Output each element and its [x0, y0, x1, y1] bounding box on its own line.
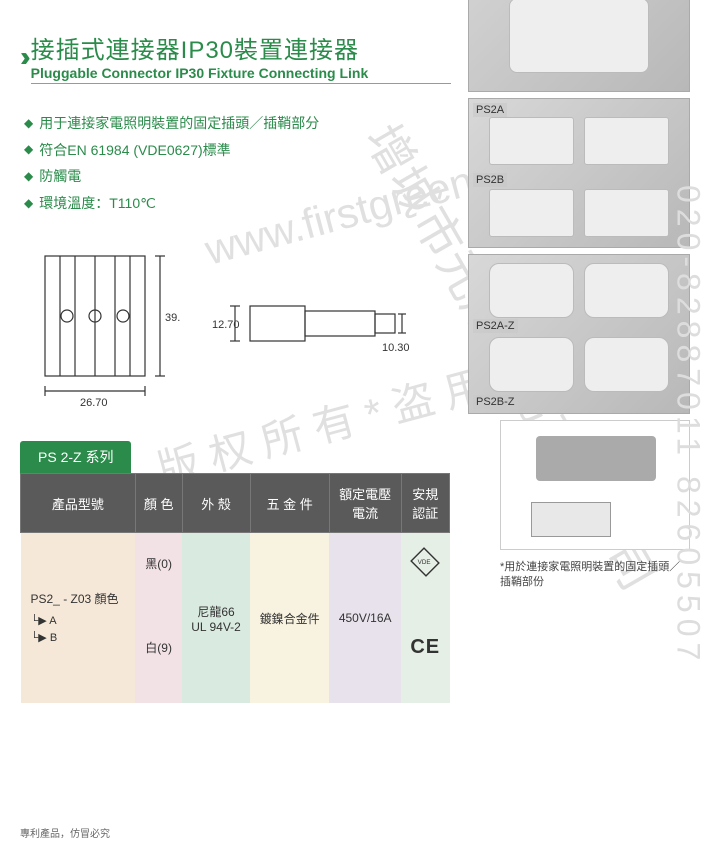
bullet-text: 符合EN 61984 (VDE0627)標準 — [39, 137, 230, 164]
th-housing: 外 殼 — [182, 474, 250, 533]
title-en: Pluggable Connector IP30 Fixture Connect… — [31, 65, 451, 81]
diagram-side: 12.70 10.30 — [210, 281, 410, 371]
cell-rating: 450V/16A — [329, 533, 401, 703]
bullet-text: 環境溫度：T110℃ — [39, 190, 156, 217]
product-image-ps2z: PS2A-Z PS2B-Z — [468, 254, 690, 414]
cell-model: PS2_ - Z03 顏色 └▶ A └▶ B — [21, 533, 136, 703]
model-arrows: └▶ A └▶ B — [31, 613, 130, 646]
image-caption: *用於連接家電照明裝置的固定插頭／插鞘部份 — [500, 560, 690, 591]
install-plug — [531, 502, 611, 537]
arrow-a: A — [49, 615, 56, 627]
dim-side-d: 10.30 — [382, 342, 410, 354]
cell-cert-ce: CE — [401, 593, 450, 703]
diamond-icon: ◆ — [24, 192, 33, 215]
technical-diagrams: 26.70 39.20 — [20, 236, 450, 416]
arrow-b: B — [50, 632, 57, 644]
footer-text: 專利產品，仿冒必究 — [20, 825, 110, 840]
cell-color-black: 黑(0) — [135, 533, 182, 593]
spec-table: 產品型號 顏 色 外 殼 五 金 件 額定電壓 電流 安規 認証 PS2_ - … — [20, 473, 450, 703]
cell-hardware: 鍍鎳合金件 — [250, 533, 329, 703]
product-image-main — [468, 0, 690, 92]
diamond-icon: ◆ — [24, 138, 33, 161]
label-ps2b: PS2B — [473, 173, 507, 187]
vde-icon — [410, 547, 440, 577]
th-cert: 安規 認証 — [401, 474, 450, 533]
cell-cert-vde — [401, 533, 450, 593]
th-rating: 額定電壓 電流 — [329, 474, 401, 533]
product-image-install — [500, 420, 690, 550]
title-underline — [31, 83, 451, 84]
th-hardware: 五 金 件 — [250, 474, 329, 533]
product-image-ps2: PS2A PS2B — [468, 98, 690, 248]
title-zh: 接插式連接器IP30裝置連接器 — [31, 30, 451, 65]
label-ps2a: PS2A — [473, 103, 507, 117]
dim-height: 39.20 — [165, 312, 180, 324]
label-ps2bz: PS2B-Z — [473, 395, 518, 409]
dim-width: 26.70 — [80, 397, 108, 409]
install-panel — [536, 436, 656, 481]
feature-bullets: ◆ 用于連接家電照明裝置的固定插頭／插鞘部分 ◆ 符合EN 61984 (VDE06… — [24, 110, 450, 216]
cell-color-white: 白(9) — [135, 593, 182, 703]
image-column: PS2A PS2B PS2A-Z PS2B-Z *用於連接家電照明裝置的固定插頭… — [468, 0, 690, 703]
diamond-icon: ◆ — [24, 112, 33, 135]
th-color: 顏 色 — [135, 474, 182, 533]
diagram-front: 26.70 39.20 — [20, 236, 180, 416]
dim-side-h: 12.70 — [212, 319, 240, 331]
series-tab: PS 2-Z 系列 — [20, 441, 131, 473]
bullet-text: 用于連接家電照明裝置的固定插頭／插鞘部分 — [39, 110, 319, 137]
chevron-icon: ›› — [20, 41, 23, 73]
th-model: 產品型號 — [21, 474, 136, 533]
ce-icon: CE — [410, 636, 440, 658]
diamond-icon: ◆ — [24, 165, 33, 188]
cell-housing: 尼龍66 UL 94V-2 — [182, 533, 250, 703]
label-ps2az: PS2A-Z — [473, 319, 518, 333]
model-text: PS2_ - Z03 顏色 — [31, 590, 130, 607]
bullet-text: 防觸電 — [39, 163, 81, 190]
